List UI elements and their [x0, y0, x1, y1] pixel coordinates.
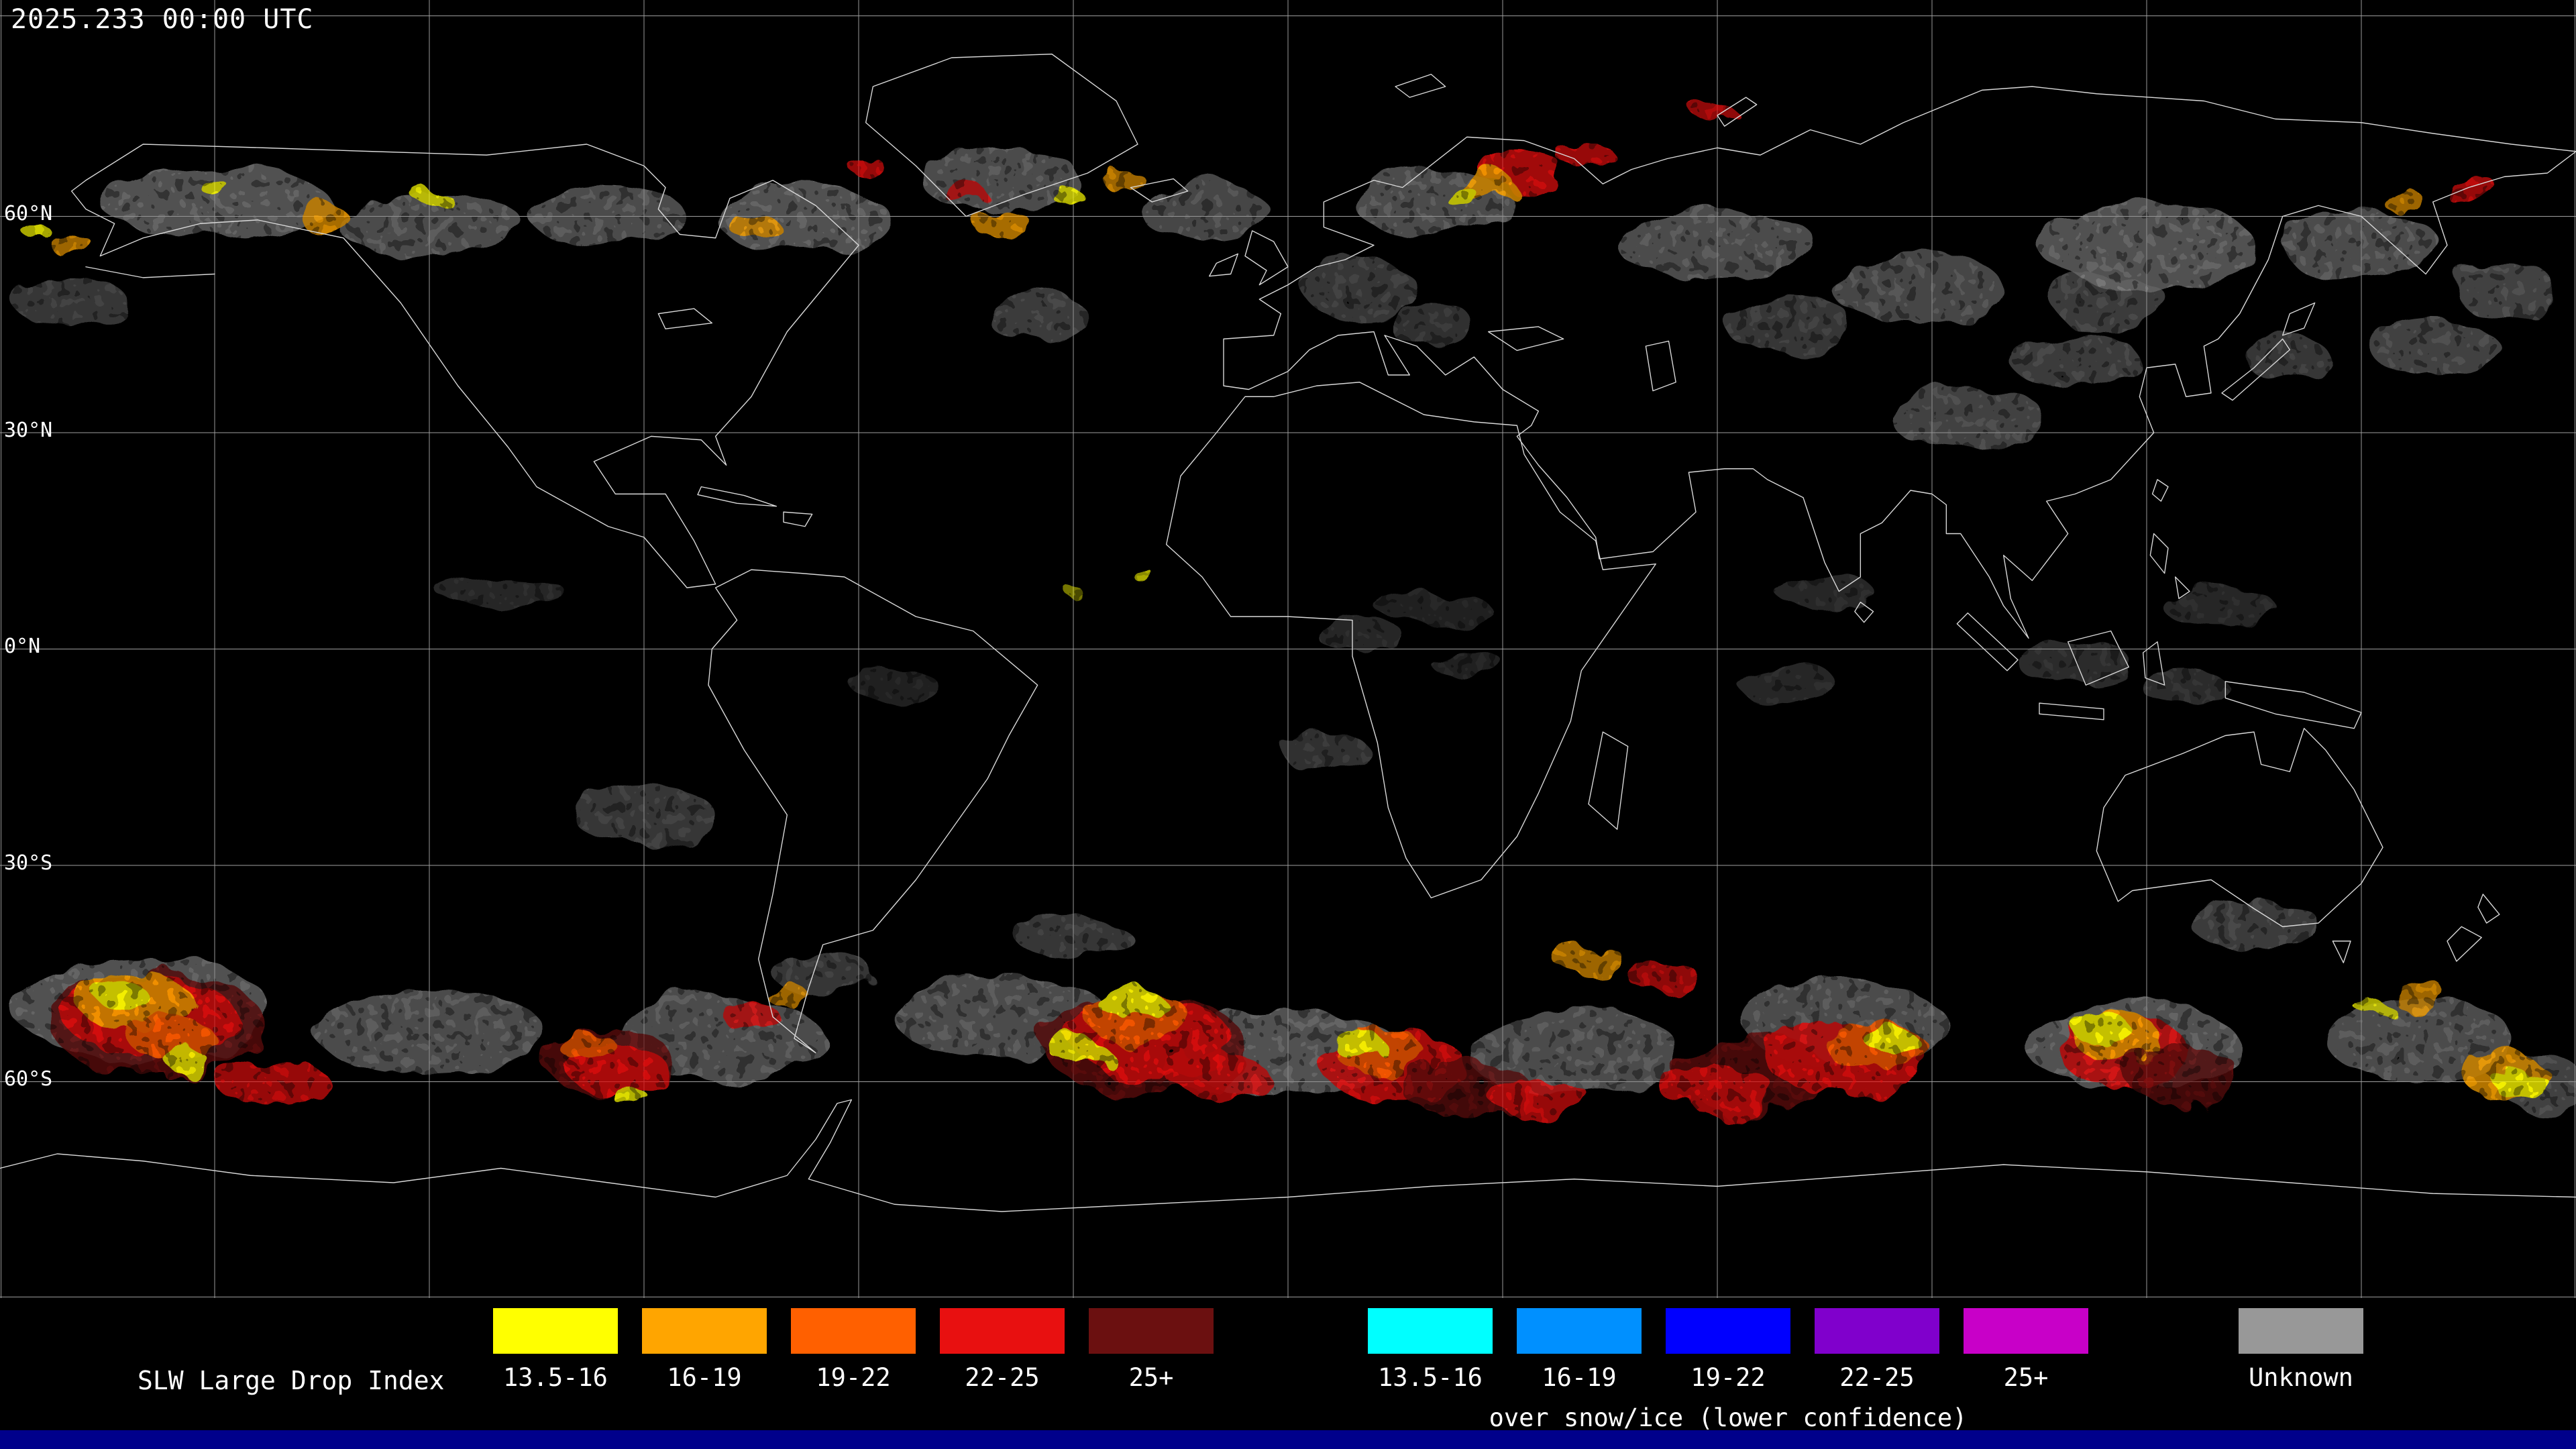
- legend-swatch: [1517, 1308, 1642, 1354]
- legend-bin-label: 19-22: [816, 1363, 891, 1392]
- coast-svalbard: [1395, 74, 1446, 98]
- legend-bin-label: 25+: [1128, 1363, 1174, 1392]
- legend-swatch: [940, 1308, 1065, 1354]
- coast-eurasia: [1223, 86, 2576, 639]
- bottom-blue-bar: [0, 1430, 2576, 1449]
- coast-sulawesi: [2142, 641, 2165, 686]
- legend-bin: 19-22: [791, 1308, 916, 1392]
- slw-south-layer: [50, 946, 2548, 1118]
- legend-bin-label: 16-19: [1542, 1363, 1617, 1392]
- lat-label-0n: 0°N: [4, 635, 41, 658]
- lat-label-30n: 30°N: [4, 419, 53, 442]
- world-map: [0, 0, 2576, 1298]
- legend-bin-label: Unknown: [2249, 1363, 2353, 1392]
- coast-taiwan: [2151, 479, 2169, 502]
- legend-bin-label: 16-19: [667, 1363, 742, 1392]
- legend-bin-label: 19-22: [1690, 1363, 1766, 1392]
- legend-title: SLW Large Drop Index: [138, 1366, 445, 1395]
- coast-greenland: [865, 53, 1138, 217]
- coast-philippines: [2149, 533, 2169, 574]
- legend-bin: 22-25: [1815, 1308, 1939, 1392]
- coast-novaya-zemlya: [1717, 97, 1758, 127]
- coast-borneo: [2067, 630, 2130, 686]
- coast-antarctica: [0, 1099, 2576, 1212]
- lat-label-30s: 30°S: [4, 851, 53, 875]
- legend-swatch: [1815, 1308, 1939, 1354]
- legend-bin: 19-22: [1666, 1308, 1790, 1392]
- coast-new-zealand-north: [2477, 894, 2500, 924]
- legend-snow-ice-caption: over snow/ice (lower confidence): [1489, 1403, 1968, 1432]
- legend-bin: 25+: [1964, 1308, 2088, 1392]
- coast-ireland: [1208, 253, 1239, 277]
- legend: SLW Large Drop Index 13.5-16 16-19 19-22…: [0, 1308, 2576, 1432]
- coast-australia: [2096, 728, 2383, 928]
- coast-java: [2039, 702, 2104, 720]
- legend-bin: 25+: [1089, 1308, 1214, 1392]
- coast-madagascar: [1588, 731, 1629, 830]
- legend-swatch: [642, 1308, 767, 1354]
- legend-unknown-bin: Unknown: [2239, 1308, 2363, 1392]
- legend-swatch: [1089, 1308, 1214, 1354]
- coast-japan-hokkaido: [2282, 302, 2316, 336]
- legend-bin: 16-19: [1517, 1308, 1642, 1392]
- legend-bin-label: 22-25: [965, 1363, 1040, 1392]
- data-overlays: [14, 106, 2576, 1118]
- coast-hispaniola: [783, 511, 813, 527]
- legend-snow-ice-bins: 13.5-16 16-19 19-22 22-25 25+: [1368, 1308, 2088, 1392]
- slw-north-layer: [21, 106, 2498, 597]
- legend-swatch: [493, 1308, 618, 1354]
- coast-north-america: [70, 144, 859, 588]
- timestamp: 2025.233 00:00 UTC: [11, 4, 314, 35]
- legend-bin: 13.5-16: [1368, 1308, 1493, 1392]
- legend-swatch: [791, 1308, 916, 1354]
- coast-sri-lanka: [1854, 601, 1874, 623]
- legend-bin-label: 13.5-16: [503, 1363, 608, 1392]
- legend-primary-bins: 13.5-16 16-19 19-22 22-25 25+: [493, 1308, 1214, 1392]
- legend-bin-label: 13.5-16: [1378, 1363, 1483, 1392]
- legend-swatch: [1964, 1308, 2088, 1354]
- coast-tasmania: [2332, 941, 2351, 963]
- legend-swatch: [2239, 1308, 2363, 1354]
- legend-bin: 22-25: [940, 1308, 1065, 1392]
- coast-africa: [1165, 382, 1656, 899]
- coast-black-sea: [1487, 326, 1564, 352]
- coast-aleutians: [85, 266, 215, 278]
- coast-great-lakes: [657, 308, 713, 329]
- coast-iceland: [1130, 178, 1189, 203]
- coast-cuba: [697, 486, 777, 507]
- legend-bin: Unknown: [2239, 1308, 2363, 1392]
- lat-label-60n: 60°N: [4, 202, 53, 225]
- coast-uk: [1244, 230, 1289, 286]
- coastlines: [0, 53, 2576, 1212]
- coast-caspian-sea: [1645, 340, 1676, 392]
- coast-sumatra: [1956, 612, 2019, 672]
- legend-bin: 13.5-16: [493, 1308, 618, 1392]
- lat-label-60s: 60°S: [4, 1067, 53, 1091]
- coast-new-guinea: [2224, 681, 2362, 729]
- coast-south-america: [708, 569, 1038, 1054]
- coast-mindanao: [2174, 576, 2190, 599]
- legend-bin: 16-19: [642, 1308, 767, 1392]
- coast-new-zealand-south: [2447, 926, 2482, 962]
- legend-bin-label: 22-25: [1839, 1363, 1915, 1392]
- legend-swatch: [1368, 1308, 1493, 1354]
- legend-bin-label: 25+: [2003, 1363, 2049, 1392]
- legend-swatch: [1666, 1308, 1790, 1354]
- map-area: 60°N 30°N 0°N 30°S 60°S 2025.233 00:00 U…: [0, 0, 2576, 1298]
- coast-japan-honshu: [2221, 338, 2291, 401]
